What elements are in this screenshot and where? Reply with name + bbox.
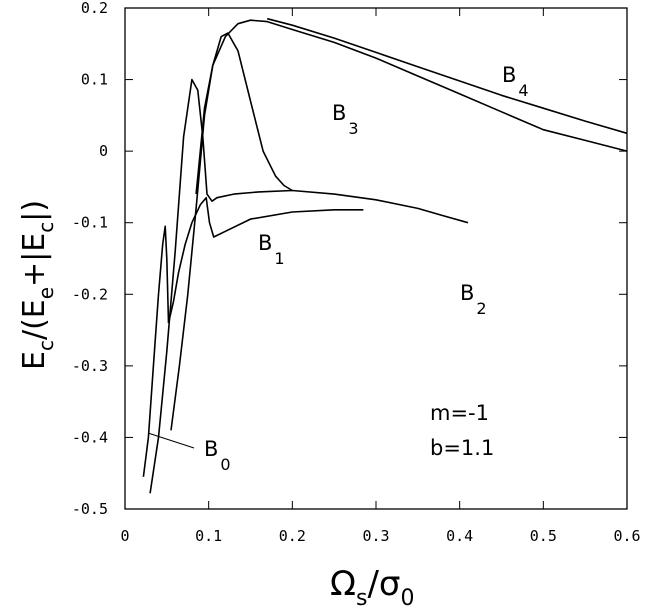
y-tick-label: 0 [99, 142, 108, 160]
x-axis-title: Ωs/σ0 [330, 564, 414, 610]
x-tick-label: 0.3 [362, 527, 389, 545]
x-tick-label: 0.1 [195, 527, 222, 545]
y-tick-label: -0.3 [72, 357, 108, 375]
series-label-b1: B1 [258, 231, 285, 268]
x-tick-label: 0.5 [530, 527, 557, 545]
series-line-b4-upper [266, 17, 628, 135]
series-line-b3 [170, 32, 293, 431]
series-line-b2 [149, 78, 469, 494]
series-label-b3: B3 [332, 101, 359, 138]
y-tick-label: 0.2 [81, 0, 108, 17]
axes: 0 0.1 0.2 0.3 0.4 0.5 0.6 0.2 0.1 0 -0.1 -0.2 -0.3 -0… [72, 0, 641, 545]
annotation-m: m=-1 [430, 401, 489, 425]
y-axis-title: Ec/(Ee+|Ec|) [17, 200, 58, 370]
x-tick-label: 0.4 [446, 527, 473, 545]
series-label-b4: B4 [502, 63, 529, 100]
x-tick-label: 0.2 [279, 527, 306, 545]
series-line-b0 [142, 225, 170, 477]
series-layer [142, 17, 628, 494]
y-tick-label: -0.1 [72, 214, 108, 232]
y-tick-label: -0.2 [72, 285, 108, 303]
b0-leader-line [147, 432, 195, 449]
x-tick-label: 0 [120, 527, 129, 545]
series-label-b2: B2 [460, 281, 487, 318]
x-tick-label: 0.6 [613, 527, 640, 545]
labels-layer: B0 B1 B2 B3 B4 [204, 63, 529, 474]
annotation-b: b=1.1 [430, 436, 494, 460]
series-label-b0: B0 [204, 437, 231, 474]
plot-frame [124, 7, 628, 510]
series-line-b1 [167, 196, 364, 324]
y-tick-label: 0.1 [81, 71, 108, 89]
series-line-b4 [195, 19, 628, 195]
y-tick-label: -0.4 [72, 428, 108, 446]
y-tick-label: -0.5 [72, 500, 108, 518]
